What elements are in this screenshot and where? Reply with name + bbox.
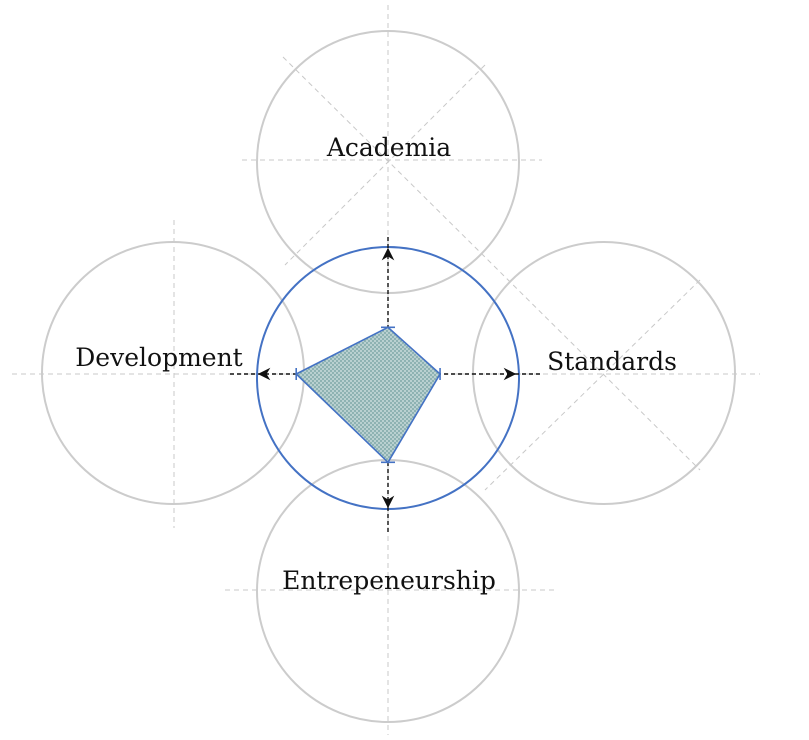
label-academia: Academia xyxy=(326,133,451,162)
circle-standards xyxy=(472,241,736,505)
radar-value-ticks xyxy=(295,326,441,464)
label-entrepeneurship: Entrepeneurship xyxy=(282,566,496,595)
radar-shape xyxy=(294,326,442,464)
circle-development xyxy=(41,241,305,505)
label-development: Development xyxy=(75,343,242,372)
label-standards: Standards xyxy=(547,347,677,376)
